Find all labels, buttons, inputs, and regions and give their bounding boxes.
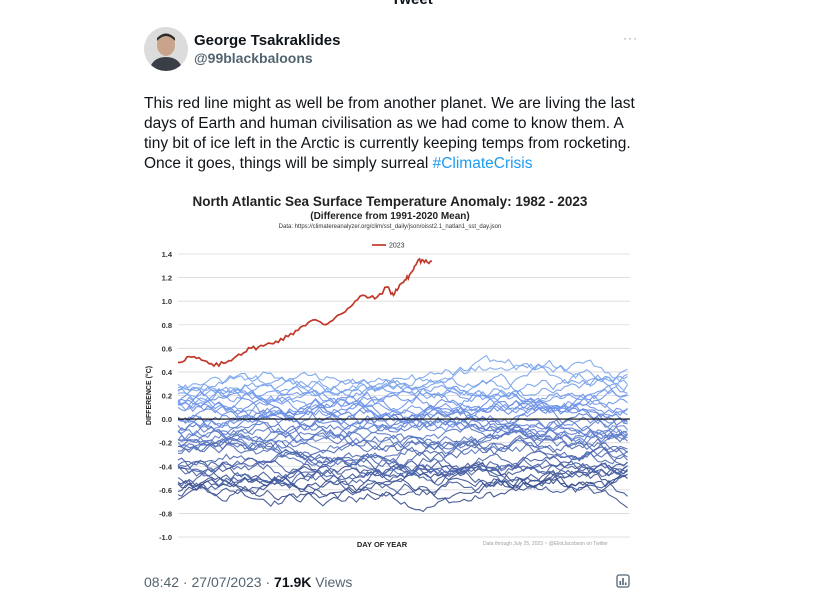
tweet-date[interactable]: 27/07/2023 (191, 574, 262, 590)
tweet-meta: 08:42 · 27/07/2023 · 71.9K Views (144, 574, 352, 590)
background-year-line (177, 474, 628, 513)
background-year-line (177, 384, 628, 416)
chart-plot: -1.0 -0.8 -0.6 -0.4 -0.2 0.0 0.2 0.4 0.6 0.8 1.0 1.… (145, 243, 630, 549)
background-year-line (177, 359, 628, 403)
analytics-icon[interactable] (616, 574, 630, 588)
background-year-line (177, 363, 628, 397)
tweet-text: This red line might as well be from anot… (144, 94, 640, 174)
background-year-line (177, 416, 628, 444)
background-year-line (177, 455, 628, 486)
y-tick-label: 1.2 (162, 274, 172, 283)
y-tick-label: 0.8 (162, 321, 172, 330)
avatar[interactable] (144, 27, 188, 71)
x-axis-label: DAY OF YEAR (357, 540, 408, 549)
y-tick-label: -0.4 (159, 462, 173, 471)
background-year-line (177, 396, 628, 428)
meta-separator: · (179, 574, 192, 590)
tweet-time[interactable]: 08:42 (144, 574, 180, 590)
more-icon[interactable]: ··· (623, 31, 638, 45)
chart-image[interactable]: North Atlantic Sea Surface Temperature A… (140, 190, 640, 550)
legend-label: 2023 (389, 243, 405, 250)
views-label: Views (311, 574, 353, 590)
background-year-line (177, 469, 628, 507)
background-year-line (177, 386, 628, 418)
y-tick-label: -0.2 (159, 439, 172, 448)
meta-separator: · (261, 574, 275, 590)
hashtag-link[interactable]: #ClimateCrisis (432, 155, 533, 172)
background-year-line (177, 436, 628, 476)
background-year-line (177, 442, 628, 477)
page-title: Tweet (0, 0, 824, 8)
y-tick-label: 0.2 (162, 392, 172, 401)
y-tick-label: 0.0 (162, 415, 172, 424)
y-tick-label: 0.4 (162, 368, 173, 377)
chart-source: Data: https://climatereanalyzer.org/clim… (278, 224, 502, 230)
y-tick-label: -0.6 (159, 486, 172, 495)
background-year-line (177, 382, 628, 413)
background-year-line (177, 393, 628, 432)
chart-subtitle: (Difference from 1991-2020 Mean) (310, 211, 470, 222)
background-year-line (177, 399, 628, 436)
y-axis-label: DIFFERENCE (°C) (145, 366, 153, 425)
y-tick-label: 1.4 (162, 250, 173, 259)
background-year-line (177, 430, 628, 468)
background-year-line (177, 403, 628, 441)
y-tick-label: -1.0 (159, 533, 172, 542)
y-tick-label: 1.0 (162, 297, 172, 306)
views-count: 71.9K (274, 574, 312, 590)
background-year-line (177, 425, 628, 456)
author-handle[interactable]: @99blackbaloons (194, 50, 313, 66)
author-name[interactable]: George Tsakraklides (194, 32, 341, 49)
background-year-line (177, 457, 628, 494)
background-year-line (177, 354, 628, 395)
y-tick-label: 0.6 (162, 344, 172, 353)
chart-title: North Atlantic Sea Surface Temperature A… (192, 194, 588, 209)
chart-credit: Data through July 25, 2023 ~ @EliotJacob… (483, 541, 608, 547)
background-year-line (177, 461, 628, 496)
y-tick-label: -0.8 (159, 509, 172, 518)
tweet-body: This red line might as well be from anot… (144, 95, 635, 172)
series-2023-line (177, 257, 433, 368)
background-year-line (177, 416, 628, 454)
background-year-line (177, 411, 628, 440)
